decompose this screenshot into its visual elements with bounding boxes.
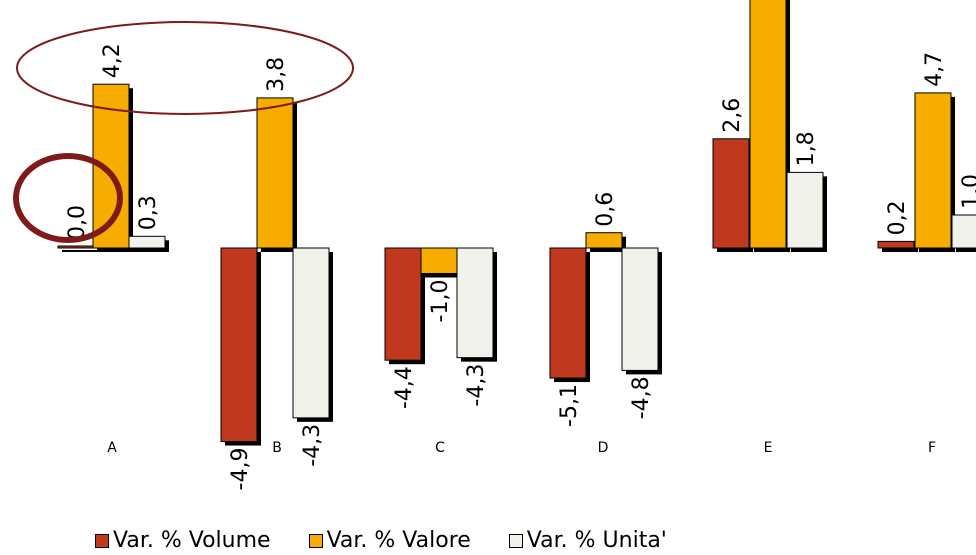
data-label-E-s0: 2,6 [720, 98, 745, 133]
category-label-B: B [272, 440, 282, 456]
data-label-C-s0: -4,4 [392, 366, 417, 409]
data-label-D-s0: -5,1 [557, 384, 582, 427]
bar-D-s1 [585, 232, 623, 249]
category-label-C: C [435, 440, 445, 456]
category-label-A: A [107, 440, 117, 456]
bar-B-s0 [220, 247, 258, 443]
legend-label-valore: Var. % Valore [326, 528, 471, 553]
bar-shadow-F-0 [882, 245, 918, 252]
category-label-D: D [598, 440, 609, 456]
category-label-E: E [764, 440, 773, 456]
data-label-F-s0: 0,2 [885, 200, 910, 235]
legend-swatch-unita [508, 533, 523, 548]
data-label-F-s2: 1,0 [959, 174, 976, 209]
data-label-F-s1: 4,7 [922, 52, 947, 87]
bar-D-s0 [549, 247, 587, 379]
legend-label-unita: Var. % Unita' [526, 528, 667, 553]
bar-E-s1 [749, 0, 787, 249]
data-label-D-s2: -4,8 [629, 376, 654, 419]
bar-C-s1 [420, 247, 458, 274]
legend-swatch-valore [308, 533, 323, 548]
data-label-B-s2: -4,3 [300, 424, 325, 467]
bar-B-s2 [292, 247, 330, 419]
data-label-C-s1: -1,0 [428, 280, 453, 323]
bar-F-s2 [951, 214, 976, 249]
bar-E-s2 [786, 171, 824, 249]
bar-D-s2 [621, 247, 659, 371]
legend: Var. % Volume Var. % Valore Var. % Unita… [95, 528, 705, 553]
bar-C-s2 [456, 247, 494, 359]
data-label-A-s0: 0,0 [65, 205, 90, 240]
annotation-circle [13, 153, 123, 243]
data-label-B-s0: -4,9 [228, 448, 253, 491]
legend-item-unita: Var. % Unita' [508, 528, 667, 553]
bar-C-s0 [384, 247, 422, 361]
data-label-A-s2: 0,3 [136, 195, 161, 230]
bar-B-s1 [256, 97, 294, 249]
category-label-F: F [928, 440, 936, 456]
data-label-B-s1: 3,8 [264, 57, 289, 92]
legend-swatch-volume [95, 533, 109, 548]
legend-label-volume: Var. % Volume [113, 528, 271, 553]
legend-item-volume: Var. % Volume [95, 528, 271, 553]
data-label-E-s2: 1,8 [794, 131, 819, 166]
legend-item-valore: Var. % Valore [308, 528, 471, 553]
bar-A-s0 [57, 245, 95, 249]
bar-A-s2 [128, 235, 166, 249]
bar-shadow-A-0 [62, 250, 98, 252]
bar-chart: 0,0 4,2 0,3 A -4,9 3,8 -4,3 B -4,4 -1,0 -4,3 C -5,1 0… [13, 0, 976, 491]
bar-E-s0 [712, 138, 750, 249]
bar-F-s1 [914, 92, 952, 249]
data-label-A-s1: 4,2 [100, 43, 125, 78]
data-label-C-s2: -4,3 [464, 364, 489, 407]
annotation-ellipse [16, 21, 354, 115]
bar-F-s0 [877, 240, 915, 249]
data-label-D-s1: 0,6 [593, 192, 618, 227]
